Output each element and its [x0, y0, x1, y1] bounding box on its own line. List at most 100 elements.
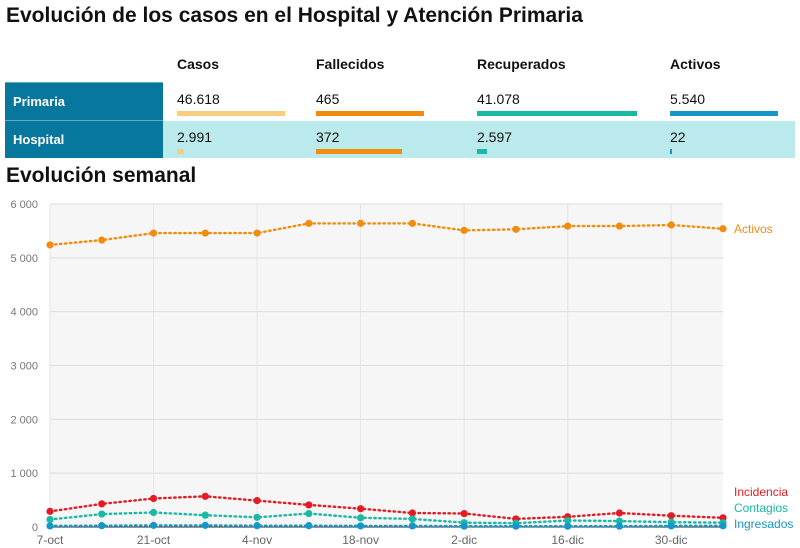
column-header-recuperados: Recuperados	[477, 56, 566, 73]
y-tick-label: 5 000	[10, 253, 38, 265]
data-point-ingresados	[357, 522, 365, 530]
cell-primaria-casos: 46.618	[163, 82, 302, 121]
chart-subtitle: Evolución semanal	[6, 164, 197, 187]
row-label-primaria: Primaria	[5, 82, 163, 121]
page-title: Evolución de los casos en el Hospital y …	[6, 4, 583, 27]
data-point-ingresados	[615, 522, 624, 530]
data-point-ingresados	[149, 521, 158, 529]
cell-value: 5.540	[670, 91, 706, 107]
data-point-activos	[201, 229, 209, 237]
x-tick-label: 18-nov	[342, 533, 379, 547]
column-header-fallecidos: Fallecidos	[316, 56, 385, 73]
cell-hospital-casos: 2.991	[163, 120, 302, 158]
column-header-activos: Activos	[670, 56, 721, 73]
cell-bar	[477, 111, 637, 116]
cell-bar	[670, 111, 778, 116]
cell-bar	[177, 111, 285, 116]
data-point-activos	[305, 219, 313, 227]
data-point-activos	[564, 222, 572, 230]
data-point-activos	[46, 241, 54, 249]
x-tick-label: 4-nov	[242, 533, 272, 547]
series-label-activos: Activos	[734, 222, 773, 236]
data-point-activos	[667, 221, 675, 229]
cell-bar	[177, 148, 184, 154]
data-point-incidencia	[46, 507, 54, 515]
data-point-ingresados	[201, 521, 209, 529]
y-tick-label: 2 000	[10, 414, 38, 426]
cell-bar	[316, 111, 424, 116]
y-tick-label: 4 000	[10, 307, 38, 319]
data-point-incidencia	[149, 494, 158, 503]
y-tick-label: 3 000	[10, 361, 38, 373]
data-point-contagios	[253, 513, 261, 521]
cell-value: 2.991	[177, 128, 213, 145]
x-tick-label: 7-oct	[37, 533, 64, 547]
data-point-activos	[460, 226, 468, 234]
cell-value: 46.618	[177, 91, 220, 107]
y-tick-label: 0	[32, 522, 38, 534]
cell-bar	[670, 148, 672, 154]
data-point-incidencia	[201, 492, 209, 500]
data-point-ingresados	[253, 522, 261, 530]
summary-header-row: Casos Fallecidos Recuperados Activos	[5, 46, 795, 83]
cell-hospital-activos: 22	[656, 120, 795, 158]
data-point-ingresados	[564, 522, 572, 530]
weekly-evolution-chart: 0 1 000 2 000 3 000 4 000 5 000 6 000 7-oct 21-o…	[10, 199, 793, 547]
data-point-incidencia	[408, 509, 416, 517]
data-point-incidencia	[357, 505, 365, 513]
cell-hospital-fallecidos: 372	[302, 120, 463, 158]
data-point-contagios	[46, 515, 54, 524]
x-tick-label: 30-dic	[655, 533, 688, 547]
data-point-ingresados	[512, 522, 520, 530]
data-point-contagios	[305, 509, 313, 518]
data-point-contagios	[98, 510, 106, 518]
x-tick-label: 21-oct	[137, 533, 171, 547]
data-point-contagios	[201, 511, 209, 519]
data-point-incidencia	[98, 500, 106, 508]
cell-bar	[477, 148, 488, 154]
data-point-ingresados	[460, 522, 468, 530]
y-tick-label: 6 000	[10, 199, 38, 211]
data-point-incidencia	[667, 512, 675, 520]
cell-primaria-activos: 5.540	[656, 82, 795, 121]
x-tick-label: 16-dic	[551, 533, 584, 547]
series-line-contagios	[48, 511, 725, 525]
data-point-incidencia	[615, 509, 624, 517]
cell-hospital-recuperados: 2.597	[463, 120, 656, 158]
summary-corner	[5, 46, 163, 83]
data-point-activos	[98, 236, 106, 244]
data-point-activos	[408, 219, 416, 227]
cell-value: 465	[316, 91, 340, 107]
data-point-ingresados	[719, 522, 727, 530]
summary-table: Casos Fallecidos Recuperados Activos Pri…	[5, 46, 795, 158]
data-point-ingresados	[667, 522, 675, 530]
data-point-activos	[357, 219, 365, 227]
data-point-contagios	[149, 508, 158, 517]
series-label-contagios: Contagios	[734, 501, 788, 515]
y-tick-label: 1 000	[10, 468, 38, 480]
table-row-primaria: Primaria 46.618 465 41.078 5.540	[5, 82, 795, 121]
data-point-ingresados	[305, 522, 313, 530]
data-point-incidencia	[305, 501, 313, 509]
data-point-contagios	[615, 517, 624, 525]
data-point-ingresados	[98, 522, 106, 530]
series-label-ingresados: Ingresados	[734, 517, 793, 531]
cell-value: 22	[670, 128, 686, 145]
data-point-ingresados	[46, 522, 54, 530]
data-point-activos	[253, 229, 261, 237]
cell-value: 41.078	[477, 91, 520, 107]
row-label-hospital: Hospital	[5, 120, 163, 158]
column-header-casos: Casos	[177, 56, 220, 73]
table-row-hospital: Hospital 2.991 372 2.597 22	[5, 120, 795, 158]
series-label-incidencia: Incidencia	[734, 485, 788, 499]
series-line-ingresados	[48, 524, 725, 528]
data-point-activos	[615, 222, 624, 230]
data-point-contagios	[564, 516, 572, 525]
data-point-activos	[512, 225, 520, 233]
cell-value: 372	[316, 128, 340, 145]
data-point-activos	[719, 225, 727, 233]
data-point-contagios	[408, 515, 416, 523]
cell-primaria-recuperados: 41.078	[463, 82, 656, 121]
data-point-contagios	[357, 514, 365, 522]
cell-bar	[316, 148, 403, 154]
